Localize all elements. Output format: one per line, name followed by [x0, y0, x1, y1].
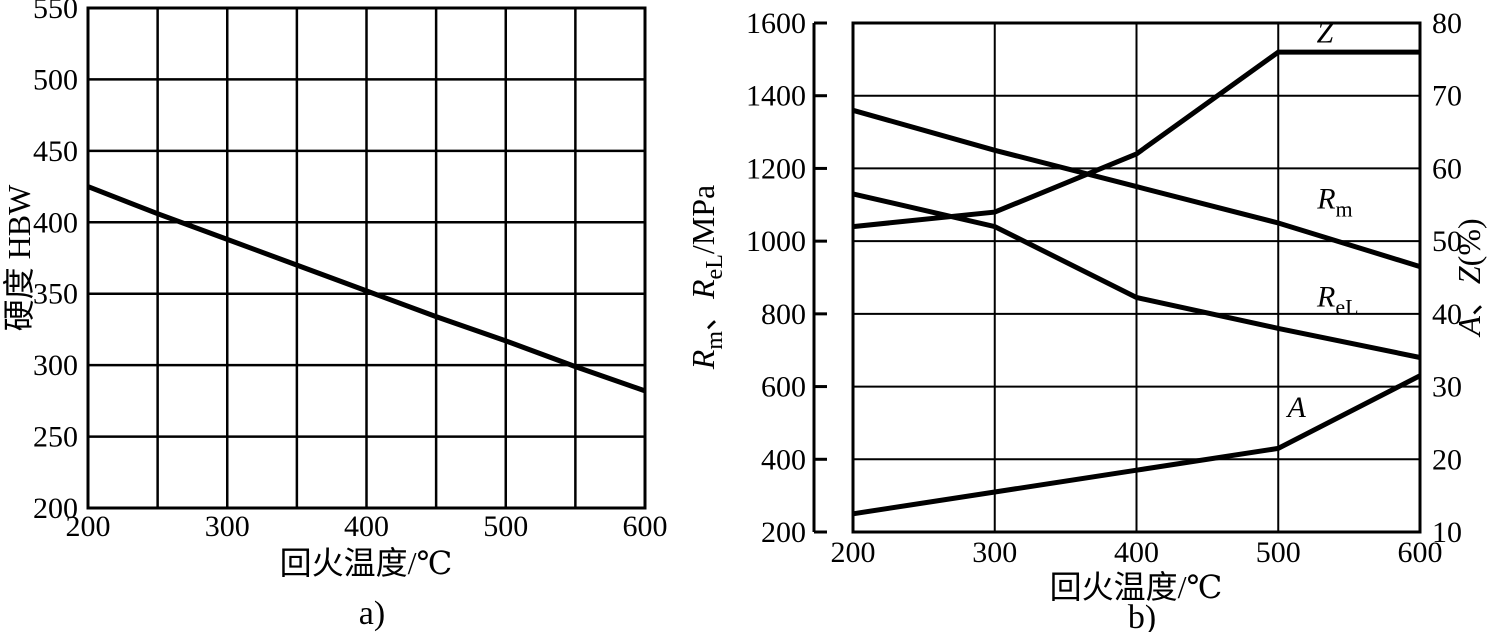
chart-a-y-axis-title: 硬度 HBW — [1, 184, 37, 331]
curve-label-Rm: Rm — [1316, 182, 1352, 221]
x-tick-label: 400 — [344, 510, 389, 543]
y-tick-label: 350 — [33, 278, 78, 311]
chart-b-caption: b) — [1128, 599, 1156, 632]
chart-b-x-axis-title: 回火温度/℃ — [1050, 569, 1223, 605]
curve-label-ReL: ReL — [1316, 281, 1359, 320]
chart-a-curves — [87, 184, 646, 394]
chart-b-left-axis-title: Rm、ReL/MPa — [690, 185, 728, 370]
left-tick-label: 1000 — [746, 225, 806, 258]
y-tick-label: 550 — [33, 0, 78, 25]
x-tick-label: 600 — [623, 510, 668, 543]
chart-b-right-axis-title: A、Z(%) — [1451, 218, 1487, 337]
left-tick-label: 1400 — [746, 80, 806, 113]
right-tick-label: 60 — [1432, 152, 1462, 185]
curve-A — [852, 373, 1422, 517]
chart-b-curve-labels: Rm ReL Z A — [1286, 17, 1359, 424]
chart-a: 200 300 400 500 600200250300350400450500550 … — [1, 0, 668, 632]
left-tick-label: 1600 — [746, 7, 806, 40]
chart-a-tick-labels: 200 300 400 500 600 200 250 300 350 400 450 500 550 — [33, 0, 668, 543]
chart-b-left-axis — [812, 21, 827, 534]
x-tick-label: 400 — [1114, 536, 1159, 569]
right-tick-label: 10 — [1432, 516, 1462, 549]
chart-a-caption: a) — [359, 595, 385, 632]
y-tick-label: 300 — [33, 349, 78, 382]
chart-b-frame — [851, 21, 1422, 534]
x-tick-label: 300 — [972, 536, 1017, 569]
chart-b-tick-labels: 200 400 600 800 1000 1200 1400 1600 10 20 30 40 50 60… — [746, 7, 1462, 569]
y-tick-label: 200 — [33, 492, 78, 525]
plot-frame — [86, 6, 647, 510]
chart-b-curves — [852, 49, 1422, 517]
right-tick-label: 30 — [1432, 371, 1462, 404]
x-tick-label: 500 — [1256, 536, 1301, 569]
left-tick-label: 600 — [761, 371, 806, 404]
left-tick-label: 200 — [761, 516, 806, 549]
right-tick-label: 80 — [1432, 7, 1462, 40]
y-tick-label: 400 — [33, 206, 78, 239]
y-tick-label: 500 — [33, 63, 78, 96]
x-tick-label: 200 — [831, 536, 876, 569]
plot-frame — [851, 21, 1422, 534]
curve-label-Z: Z — [1317, 17, 1334, 50]
x-tick-label: 300 — [205, 510, 250, 543]
y-tick-label: 250 — [33, 421, 78, 454]
chart-b-grid — [853, 23, 1420, 532]
curve-Z — [852, 49, 1420, 230]
x-tick-label: 600 — [1398, 536, 1443, 569]
right-tick-label: 70 — [1432, 80, 1462, 113]
chart-a-x-axis-title: 回火温度/℃ — [280, 545, 453, 581]
right-tick-label: 40 — [1432, 298, 1462, 331]
curve-Rm — [852, 107, 1421, 269]
right-tick-label: 50 — [1432, 225, 1462, 258]
left-tick-label: 400 — [761, 443, 806, 476]
chart-a-grid — [86, 6, 647, 510]
chart-b: 200 400 600 800 1000 1200 1400 1600 10 20 30 40 50 60… — [690, 7, 1487, 632]
left-tick-label: 800 — [761, 298, 806, 331]
x-tick-label: 500 — [483, 510, 528, 543]
curve-hardness-HBW — [87, 184, 646, 394]
chart-a-frame — [86, 6, 647, 510]
y-tick-label: 450 — [33, 135, 78, 168]
right-tick-label: 20 — [1432, 443, 1462, 476]
x-tick-label: 200 — [66, 510, 111, 543]
curve-label-A: A — [1286, 391, 1307, 424]
left-tick-label: 1200 — [746, 152, 806, 185]
